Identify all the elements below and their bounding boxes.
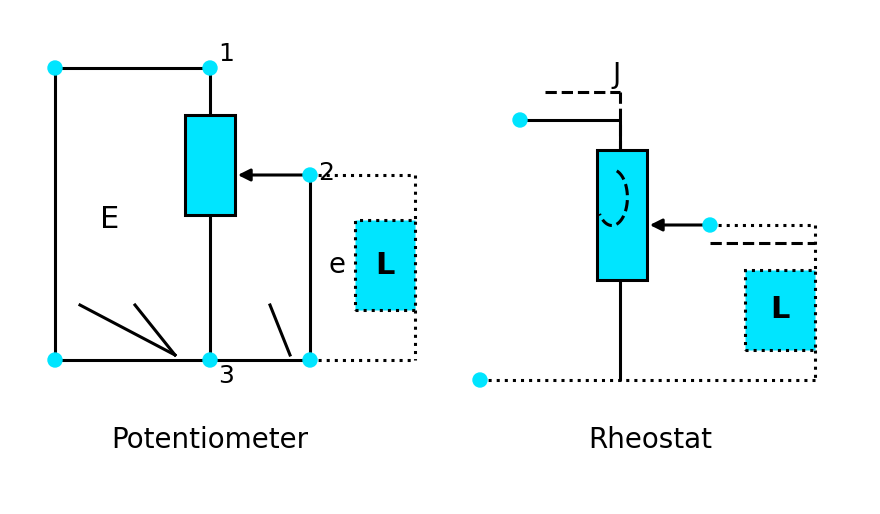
Text: 1: 1: [218, 42, 234, 66]
Bar: [355, 220, 415, 310]
Text: E: E: [100, 206, 120, 234]
Circle shape: [203, 61, 217, 75]
Text: 3: 3: [218, 364, 234, 388]
Text: L: L: [770, 296, 789, 324]
Circle shape: [203, 353, 217, 367]
Bar: [597, 150, 647, 280]
Text: e: e: [328, 251, 345, 279]
Circle shape: [473, 373, 487, 387]
Text: L: L: [375, 250, 395, 280]
Circle shape: [513, 113, 527, 127]
Bar: [185, 115, 235, 215]
Text: J: J: [612, 61, 621, 89]
Text: Rheostat: Rheostat: [588, 426, 712, 454]
Circle shape: [48, 61, 62, 75]
Bar: [745, 270, 815, 350]
Text: 2: 2: [318, 161, 334, 185]
Circle shape: [703, 218, 717, 232]
Circle shape: [303, 353, 317, 367]
Text: Potentiometer: Potentiometer: [112, 426, 309, 454]
Circle shape: [48, 353, 62, 367]
Circle shape: [303, 168, 317, 182]
